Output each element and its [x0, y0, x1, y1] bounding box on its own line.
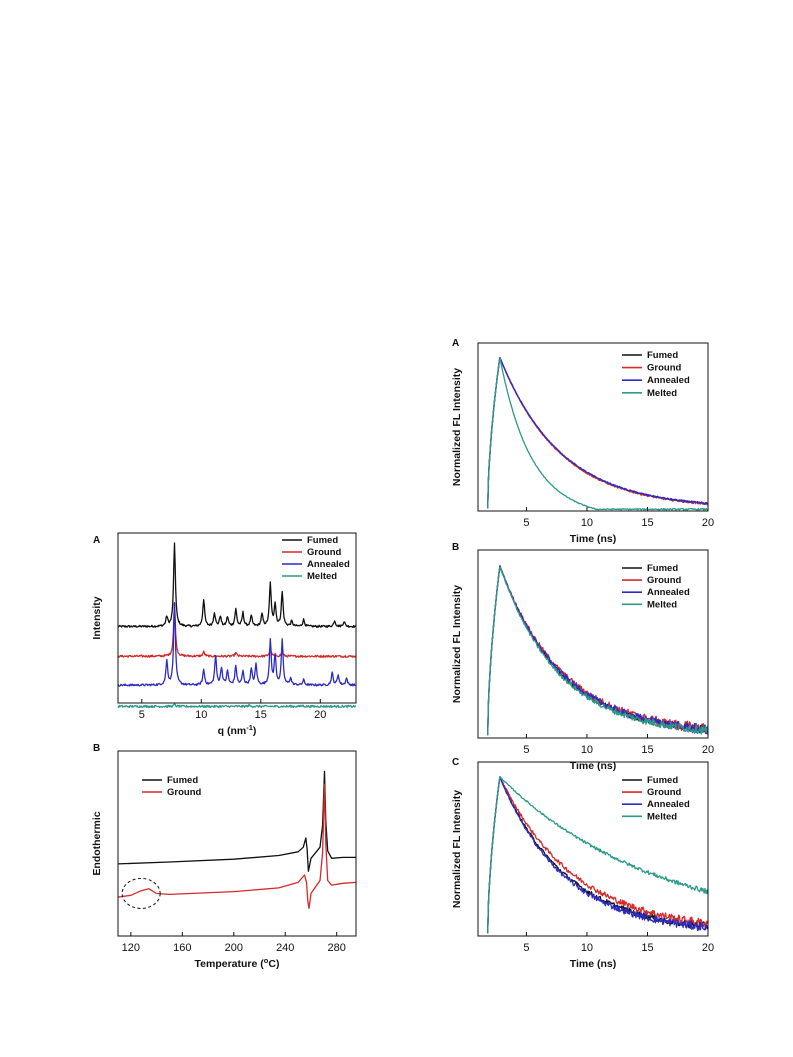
plot-frame [477, 342, 709, 512]
y-axis-label: Normalized FL Intensity [451, 585, 463, 703]
x-axis-label: Time (ns) [570, 533, 616, 545]
series-line-annealed [487, 357, 709, 509]
x-tick-label: 10 [581, 517, 593, 529]
x-tick-label: 10 [195, 709, 207, 721]
plot-frame [477, 761, 709, 937]
x-tick-label: 10 [581, 942, 593, 954]
series-group [117, 542, 357, 709]
x-tick-label: 15 [255, 709, 267, 721]
chart-dsc: B 120 160 200 240 280 Temperature (oC) Endother… [91, 743, 357, 970]
series-line-fumed [117, 770, 356, 872]
legend-label-ground: Ground [167, 787, 201, 798]
legend-label-fumed: Fumed [647, 350, 678, 361]
legend-label-fumed: Fumed [647, 563, 678, 574]
x-axis-label-sup: -1 [246, 723, 253, 732]
dashed-ellipse-annotation [121, 877, 161, 909]
x-axis-label-sup: o [264, 956, 269, 965]
y-axis-label: Intensity [91, 596, 103, 639]
panel-letter: B [452, 542, 459, 553]
x-axis-label: Temperature (oC) [195, 956, 280, 970]
legend-label-melted: Melted [307, 571, 337, 582]
legend-label-melted: Melted [647, 811, 677, 822]
x-tick-label: 5 [523, 942, 529, 954]
x-tick-label: 20 [314, 709, 326, 721]
legend-label-fumed: Fumed [307, 535, 338, 546]
legend-label-fumed: Fumed [167, 775, 198, 786]
series-line-ground [487, 776, 709, 934]
x-axis-label-main: Temperature ( [195, 958, 265, 970]
legend-label-annealed: Annealed [647, 375, 690, 386]
x-tick-label: 15 [641, 517, 653, 529]
plot-frame [117, 750, 357, 937]
chart-pxrd: A 5 10 15 20 q (nm-1) Intensity FumedGroundAnne… [91, 532, 357, 737]
y-axis-label: Normalized FL Intensity [451, 790, 463, 908]
legend-label-ground: Ground [307, 547, 341, 558]
legend-label-annealed: Annealed [307, 559, 350, 570]
x-tick-label: 20 [702, 942, 714, 954]
x-tick-label: 200 [225, 942, 243, 954]
x-axis-label-end: ) [253, 725, 257, 737]
y-axis-label: Normalized FL Intensity [451, 368, 463, 486]
x-tick-label: 10 [581, 744, 593, 756]
legend-label-annealed: Annealed [647, 799, 690, 810]
series-group [117, 770, 357, 909]
x-axis-label-end: C) [268, 958, 279, 970]
panel-letter: A [93, 535, 100, 546]
legend-label-ground: Ground [647, 363, 681, 374]
x-axis-label-main: Time (ns) [570, 958, 616, 970]
legend-label-annealed: Annealed [647, 587, 690, 598]
x-tick-label: 5 [523, 744, 529, 756]
chart-trpl-b: B 5 10 15 20 Time (ns) Normalized FL Intensity… [451, 542, 714, 772]
x-axis-label-main: Time (ns) [570, 533, 616, 545]
series-line-melted [487, 566, 709, 736]
series-line-ground [117, 783, 357, 909]
x-axis-label-main: q (nm [218, 725, 247, 737]
chart-trpl-a: A 5 10 15 20 Time (ns) Normalized FL Intensity… [451, 338, 714, 545]
series-group [487, 775, 709, 934]
chart-trpl-c: C 5 10 15 20 Time (ns) Normalized FL Intensity… [451, 757, 714, 970]
x-tick-label: 160 [173, 942, 191, 954]
series-line-annealed [487, 776, 709, 934]
y-axis-label: Endothermic [91, 811, 103, 875]
x-tick-label: 280 [328, 942, 346, 954]
panel-letter: B [93, 743, 100, 754]
x-tick-label: 120 [122, 942, 140, 954]
x-tick-label: 5 [139, 709, 145, 721]
x-axis-label: q (nm-1) [218, 723, 257, 737]
series-line-melted [487, 775, 709, 934]
series-line-melted [487, 357, 708, 511]
panel-letter: A [452, 338, 459, 349]
x-tick-label: 240 [276, 942, 294, 954]
plot-frame [477, 549, 709, 739]
x-tick-label: 20 [702, 517, 714, 529]
legend-label-ground: Ground [647, 787, 681, 798]
legend-label-melted: Melted [647, 388, 677, 399]
series-line-ground [117, 602, 356, 658]
x-axis-label: Time (ns) [570, 958, 616, 970]
series-group [487, 357, 709, 511]
series-group [487, 565, 709, 736]
x-axis-label-main: Time (ns) [570, 760, 616, 772]
legend-label-ground: Ground [647, 575, 681, 586]
series-line-fumed [117, 542, 356, 628]
x-tick-label: 5 [523, 517, 529, 529]
series-line-melted [117, 703, 357, 709]
series-line-annealed [117, 602, 356, 687]
x-tick-label: 15 [641, 942, 653, 954]
panel-letter: C [452, 757, 459, 768]
x-tick-label: 20 [702, 744, 714, 756]
x-tick-label: 15 [641, 744, 653, 756]
x-axis-label: Time (ns) [570, 760, 616, 772]
legend-label-melted: Melted [647, 599, 677, 610]
legend-label-fumed: Fumed [647, 775, 678, 786]
plot-frame [117, 532, 357, 704]
